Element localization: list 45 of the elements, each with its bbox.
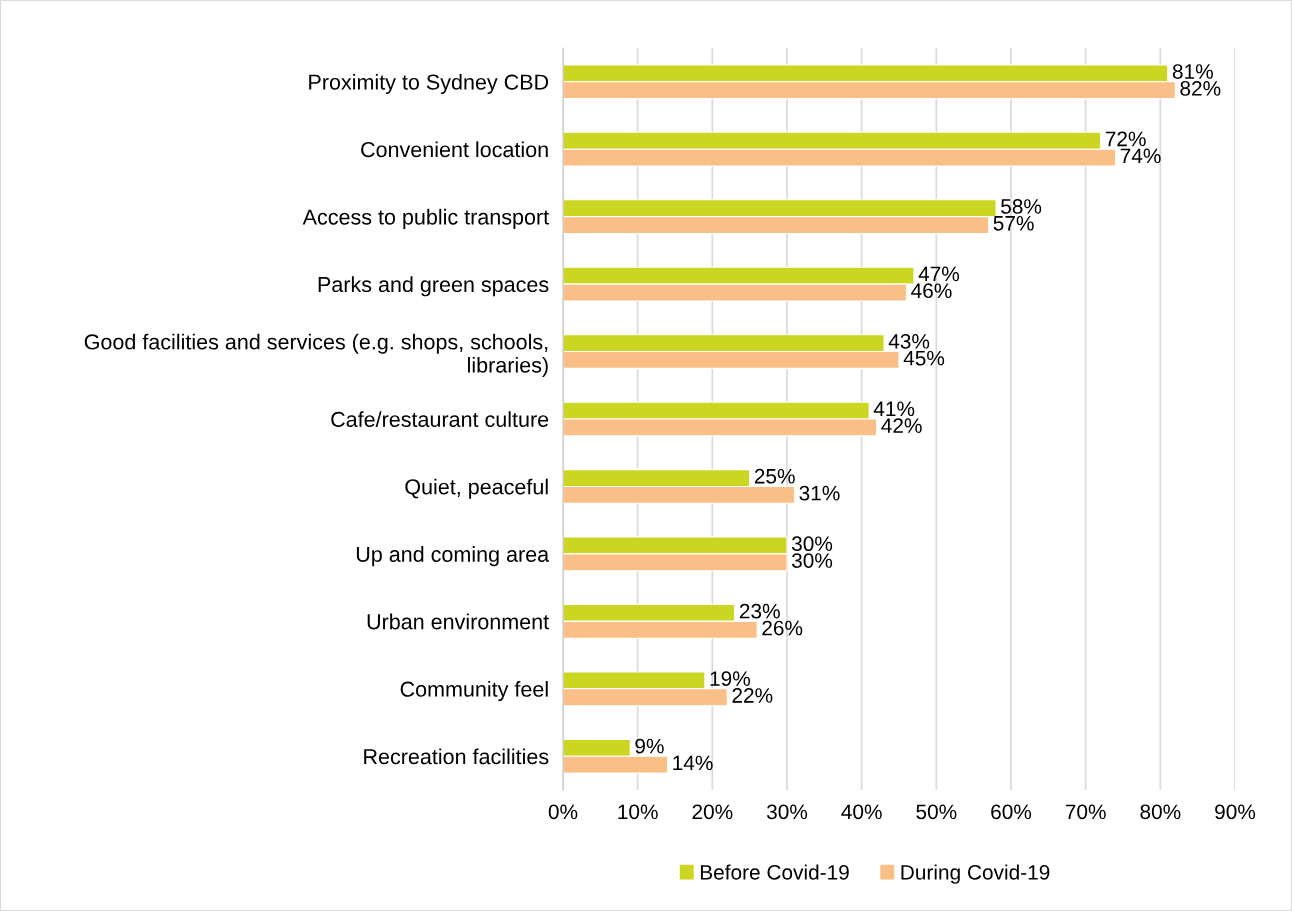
data-label: 57% <box>993 216 1034 231</box>
x-tick-label: 70% <box>1065 804 1106 820</box>
y-tick-label: Access to public transport <box>302 208 549 229</box>
y-tick-label: Parks and green spaces <box>318 276 549 297</box>
data-label: 41% <box>873 401 915 417</box>
x-tick-label: 90% <box>1215 804 1256 820</box>
y-tick-label: Recreation facilities <box>364 748 549 765</box>
data-label: 72% <box>1105 131 1146 147</box>
y-tick-label: Urban environment <box>367 613 549 630</box>
data-label: 25% <box>754 468 795 484</box>
data-label: 30% <box>791 553 833 568</box>
data-label: 58% <box>1001 199 1042 214</box>
y-tick-label: Quiet, peaceful <box>405 478 548 499</box>
data-label: 19% <box>710 671 750 686</box>
y-tick-label: Cafe/restaurant culture <box>331 411 549 428</box>
x-tick-label: 40% <box>841 804 882 820</box>
y-tick-label: Convenient location <box>361 141 548 158</box>
data-label: 47% <box>918 266 960 282</box>
data-label: 46% <box>911 283 952 299</box>
legend-label: During Covid-19 <box>901 864 1050 884</box>
x-tick-label: 50% <box>916 804 957 820</box>
data-label: 74% <box>1120 148 1161 164</box>
x-tick-label: 0% <box>548 804 578 820</box>
data-label: 22% <box>732 688 773 703</box>
data-label: 81% <box>1172 64 1213 79</box>
legend-label: Before Covid-19 <box>700 864 849 880</box>
data-label: 30% <box>791 536 833 552</box>
x-tick-label: 10% <box>618 804 658 820</box>
x-tick-label: 20% <box>692 804 733 820</box>
x-tick-label: 80% <box>1140 804 1181 820</box>
y-tick-label: Proximity to Sydney CBD <box>309 73 549 94</box>
y-tick-label: Up and coming area <box>356 546 550 567</box>
x-tick-label: 30% <box>766 804 808 820</box>
x-tick-label: 60% <box>991 804 1032 820</box>
y-tick-label: Community feel <box>400 681 548 702</box>
data-label: 31% <box>799 485 840 501</box>
data-label: 9% <box>635 738 664 754</box>
data-label: 26% <box>762 620 803 636</box>
data-label: 42% <box>881 418 922 433</box>
data-label: 43% <box>888 333 930 349</box>
y-tick-label: Good facilities and services (e.g. shops, schools, libraries) <box>84 333 548 377</box>
data-label: 45% <box>903 350 945 366</box>
data-label: 14% <box>673 755 713 771</box>
data-label: 23% <box>739 603 780 619</box>
data-label: 82% <box>1180 81 1221 96</box>
